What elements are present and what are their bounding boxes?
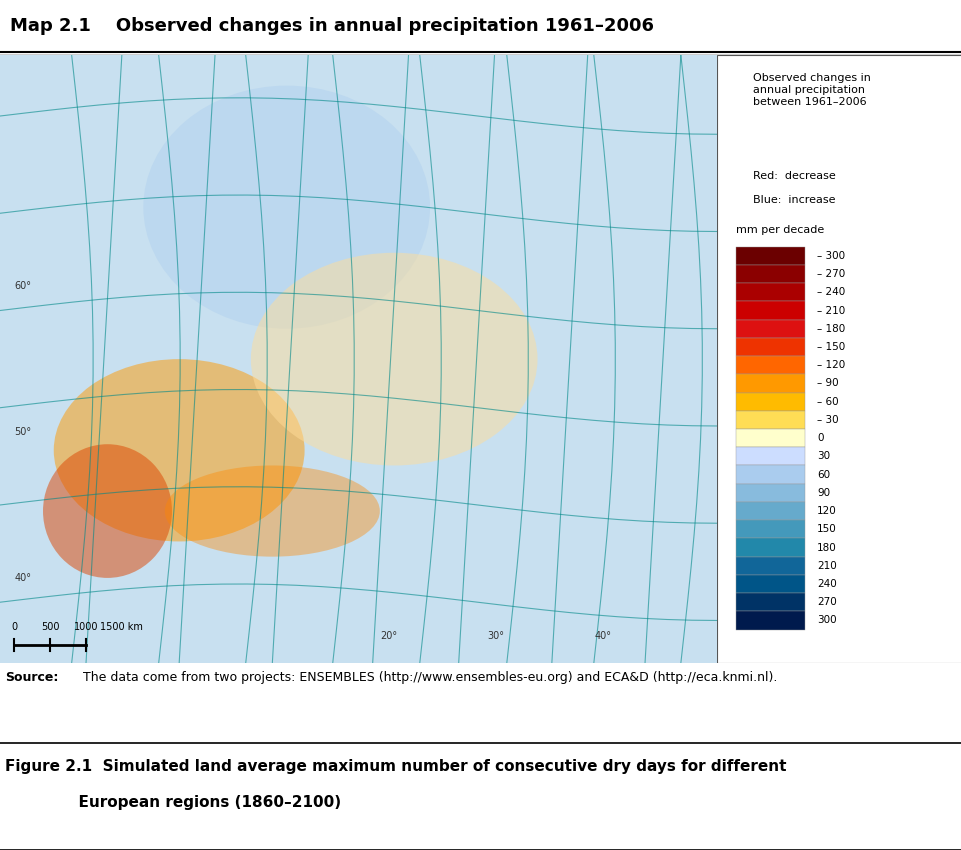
Text: mm per decade: mm per decade bbox=[735, 225, 824, 235]
Text: Source:: Source: bbox=[5, 672, 58, 684]
Text: – 300: – 300 bbox=[817, 251, 845, 261]
FancyBboxPatch shape bbox=[735, 302, 804, 320]
Text: 210: 210 bbox=[817, 561, 836, 570]
Text: 20°: 20° bbox=[380, 631, 397, 641]
FancyBboxPatch shape bbox=[0, 55, 716, 663]
Text: 240: 240 bbox=[817, 579, 836, 589]
Text: – 90: – 90 bbox=[817, 378, 838, 388]
FancyBboxPatch shape bbox=[735, 356, 804, 374]
Text: – 180: – 180 bbox=[817, 324, 845, 334]
FancyBboxPatch shape bbox=[716, 55, 961, 663]
FancyBboxPatch shape bbox=[735, 520, 804, 538]
Text: – 60: – 60 bbox=[817, 397, 838, 406]
Text: European regions (1860–2100): European regions (1860–2100) bbox=[5, 795, 340, 810]
FancyBboxPatch shape bbox=[735, 429, 804, 447]
Text: – 210: – 210 bbox=[817, 305, 845, 315]
Text: 60°: 60° bbox=[14, 281, 32, 292]
FancyBboxPatch shape bbox=[735, 538, 804, 557]
Ellipse shape bbox=[164, 466, 380, 557]
FancyBboxPatch shape bbox=[735, 593, 804, 611]
Text: 120: 120 bbox=[817, 506, 836, 516]
FancyBboxPatch shape bbox=[735, 447, 804, 466]
Ellipse shape bbox=[43, 445, 172, 578]
FancyBboxPatch shape bbox=[735, 575, 804, 593]
Text: The data come from two projects: ENSEMBLES (http://www.ensembles-eu.org) and ECA: The data come from two projects: ENSEMBL… bbox=[67, 672, 776, 684]
FancyBboxPatch shape bbox=[735, 337, 804, 356]
FancyBboxPatch shape bbox=[735, 411, 804, 429]
Text: 30°: 30° bbox=[487, 631, 504, 641]
FancyBboxPatch shape bbox=[735, 466, 804, 484]
FancyBboxPatch shape bbox=[735, 374, 804, 393]
Text: 50°: 50° bbox=[14, 427, 32, 437]
FancyBboxPatch shape bbox=[0, 55, 716, 663]
Text: – 270: – 270 bbox=[817, 269, 845, 279]
Text: 180: 180 bbox=[817, 542, 836, 552]
Ellipse shape bbox=[251, 252, 537, 466]
FancyBboxPatch shape bbox=[735, 502, 804, 520]
Text: 90: 90 bbox=[817, 488, 829, 498]
Ellipse shape bbox=[143, 86, 430, 329]
Text: – 150: – 150 bbox=[817, 342, 845, 352]
FancyBboxPatch shape bbox=[735, 393, 804, 411]
FancyBboxPatch shape bbox=[735, 320, 804, 337]
FancyBboxPatch shape bbox=[735, 611, 804, 630]
Text: 0: 0 bbox=[12, 621, 17, 632]
FancyBboxPatch shape bbox=[735, 265, 804, 283]
Text: 150: 150 bbox=[817, 524, 836, 535]
Text: Figure 2.1  Simulated land average maximum number of consecutive dry days for di: Figure 2.1 Simulated land average maximu… bbox=[5, 759, 785, 774]
FancyBboxPatch shape bbox=[735, 283, 804, 302]
Ellipse shape bbox=[54, 360, 305, 541]
Text: Observed changes in
annual precipitation
between 1961–2006: Observed changes in annual precipitation… bbox=[752, 73, 871, 107]
Text: 270: 270 bbox=[817, 598, 836, 607]
Text: 1000: 1000 bbox=[74, 621, 98, 632]
FancyBboxPatch shape bbox=[735, 246, 804, 265]
Text: 1500 km: 1500 km bbox=[100, 621, 143, 632]
Text: Blue:  increase: Blue: increase bbox=[752, 195, 835, 205]
FancyBboxPatch shape bbox=[735, 557, 804, 575]
Text: 500: 500 bbox=[41, 621, 60, 632]
Text: – 240: – 240 bbox=[817, 287, 845, 298]
Text: 30: 30 bbox=[817, 451, 829, 462]
Text: Red:  decrease: Red: decrease bbox=[752, 171, 835, 181]
Text: 60: 60 bbox=[817, 469, 829, 479]
Text: – 30: – 30 bbox=[817, 415, 838, 425]
Text: 40°: 40° bbox=[14, 573, 32, 583]
Text: – 120: – 120 bbox=[817, 360, 845, 371]
Text: 40°: 40° bbox=[594, 631, 611, 641]
FancyBboxPatch shape bbox=[735, 484, 804, 502]
Text: 0: 0 bbox=[817, 434, 823, 443]
Text: 300: 300 bbox=[817, 615, 836, 626]
Text: Map 2.1    Observed changes in annual precipitation 1961–2006: Map 2.1 Observed changes in annual preci… bbox=[10, 17, 653, 35]
